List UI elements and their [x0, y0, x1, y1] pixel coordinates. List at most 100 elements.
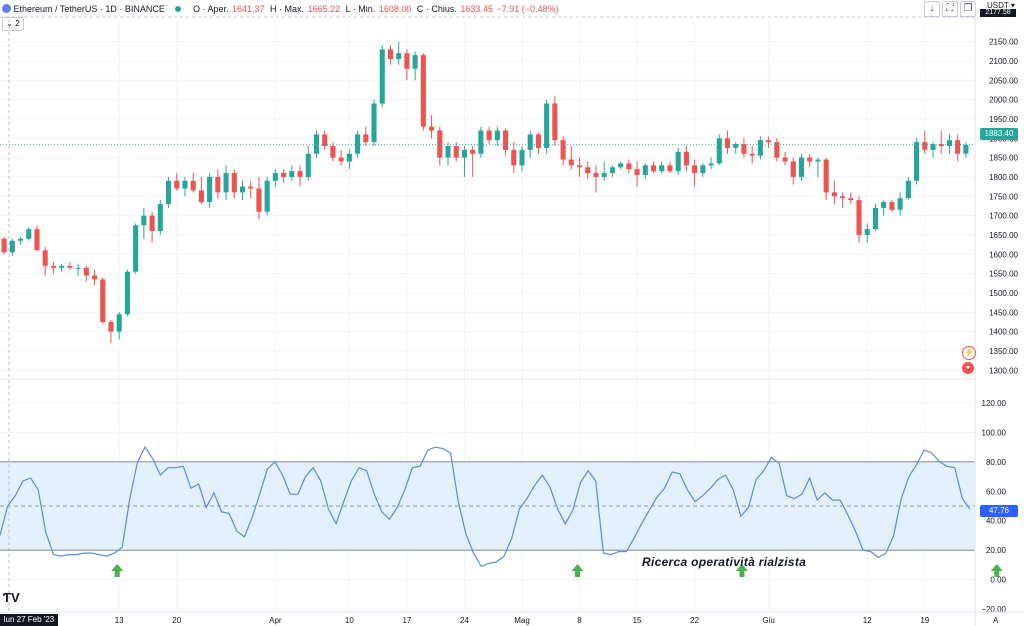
- oscillator-tick-label: −20.00: [981, 605, 1006, 614]
- open-label: O · Aper.: [192, 4, 229, 14]
- price-tick-label: 1400.00: [989, 328, 1018, 337]
- auto-scale-button[interactable]: A: [993, 616, 999, 625]
- candle-body: [576, 165, 583, 168]
- candle-body: [905, 180, 911, 199]
- close-value: 1633.45: [460, 4, 493, 14]
- price-tick-label: 2150.00: [989, 38, 1018, 47]
- price-tick-label: 1650.00: [989, 231, 1018, 240]
- candle-body: [124, 271, 130, 315]
- indicator-collapse-button[interactable]: ⌄ 2: [2, 17, 24, 31]
- candle-body: [478, 130, 484, 154]
- candle-body: [659, 165, 665, 172]
- currency-selector[interactable]: USDT ▾: [987, 1, 1015, 10]
- flag-icon[interactable]: ●: [962, 362, 974, 374]
- candle-body: [774, 142, 780, 158]
- candle-body: [815, 159, 821, 162]
- date-tick-label: 12: [863, 616, 872, 625]
- candle-body: [313, 134, 320, 154]
- candle-body: [634, 169, 640, 175]
- arrow-down-icon[interactable]: ↓: [924, 1, 940, 17]
- candle-body: [100, 279, 106, 322]
- candle-body: [938, 144, 944, 146]
- candle-body: [798, 157, 805, 177]
- oscillator-tick-label: 80.00: [986, 458, 1007, 467]
- candle-body: [930, 144, 936, 150]
- candle-body: [626, 163, 632, 170]
- candle-body: [18, 238, 24, 241]
- candle-body: [231, 173, 237, 193]
- candle-body: [157, 204, 163, 232]
- buy-arrow-icon: [735, 564, 748, 577]
- candle-body: [560, 140, 566, 160]
- candle-body: [593, 173, 599, 177]
- candle-body: [149, 215, 155, 232]
- candle-body: [946, 140, 952, 146]
- crosshair-date-tag: lun 27 Feb '23: [0, 614, 58, 626]
- candle-body: [683, 151, 689, 166]
- candle-body: [165, 180, 172, 204]
- oscillator-tick-label: 120.00: [982, 399, 1007, 408]
- tradingview-logo-icon[interactable]: ƬV: [3, 590, 20, 605]
- candle-body: [519, 149, 525, 166]
- candle-body: [437, 130, 443, 158]
- price-tick-label: 2100.00: [989, 57, 1018, 66]
- candle-body: [692, 165, 698, 174]
- symbol-title[interactable]: Ethereum / TetherUS · 1D · BINANCE: [13, 4, 165, 14]
- oscillator-tick-label: 20.00: [986, 546, 1007, 555]
- candle-body: [330, 146, 336, 158]
- candle-body: [757, 140, 763, 156]
- candle-body: [807, 157, 813, 162]
- price-tick-label: 1850.00: [989, 154, 1018, 163]
- fullscreen-icon[interactable]: ⛶: [942, 1, 958, 17]
- candle-body: [223, 173, 229, 193]
- candle-body: [831, 192, 837, 197]
- candle-body: [59, 265, 65, 268]
- candle-body: [363, 134, 369, 143]
- candle-body: [914, 142, 920, 181]
- candle-body: [75, 267, 81, 269]
- candle-body: [412, 55, 418, 69]
- open-value: 1641.37: [231, 4, 265, 14]
- candle-body: [864, 229, 870, 235]
- last-price-tag: 1883.40: [980, 128, 1018, 140]
- buy-arrow-icon: [111, 564, 124, 577]
- candle-body: [239, 186, 246, 193]
- date-tick-label: 10: [345, 616, 354, 625]
- candle-body: [404, 53, 410, 69]
- candle-body: [355, 134, 361, 154]
- candle-body: [1, 238, 7, 253]
- price-tick-label: 1300.00: [989, 366, 1018, 375]
- candle-body: [272, 173, 278, 181]
- candle-body: [420, 55, 426, 127]
- candle-body: [848, 198, 854, 201]
- price-tick-label: 1950.00: [989, 115, 1018, 124]
- candle-body: [585, 167, 591, 174]
- oscillator-tick-label: 60.00: [986, 487, 1007, 496]
- candle-body: [338, 157, 344, 162]
- top-price-tag: 2177.58: [980, 9, 1016, 17]
- candle-body: [346, 153, 352, 162]
- candle-body: [527, 134, 533, 150]
- price-tick-label: 2050.00: [989, 76, 1018, 85]
- candle-body: [955, 140, 961, 154]
- date-tick-label: 22: [690, 616, 699, 625]
- buy-arrow-icon: [990, 564, 1003, 577]
- low-value: 1608.00: [378, 4, 412, 14]
- candle-body: [503, 130, 509, 150]
- candle-body: [116, 314, 122, 332]
- date-tick-label: 13: [115, 616, 124, 625]
- candle-body: [133, 225, 139, 272]
- candle-body: [872, 207, 879, 230]
- oscillator-line: [0, 445, 971, 568]
- candle-body: [445, 146, 451, 158]
- candle-body: [42, 250, 48, 266]
- candle-body: [190, 180, 196, 191]
- candle-body: [568, 159, 574, 166]
- candle-body: [207, 176, 213, 203]
- oscillator-tick-label: 100.00: [982, 428, 1007, 437]
- lightning-icon[interactable]: ⚡: [962, 346, 976, 360]
- candle-body: [823, 159, 829, 193]
- candle-body: [650, 165, 657, 172]
- candle-body: [922, 142, 928, 150]
